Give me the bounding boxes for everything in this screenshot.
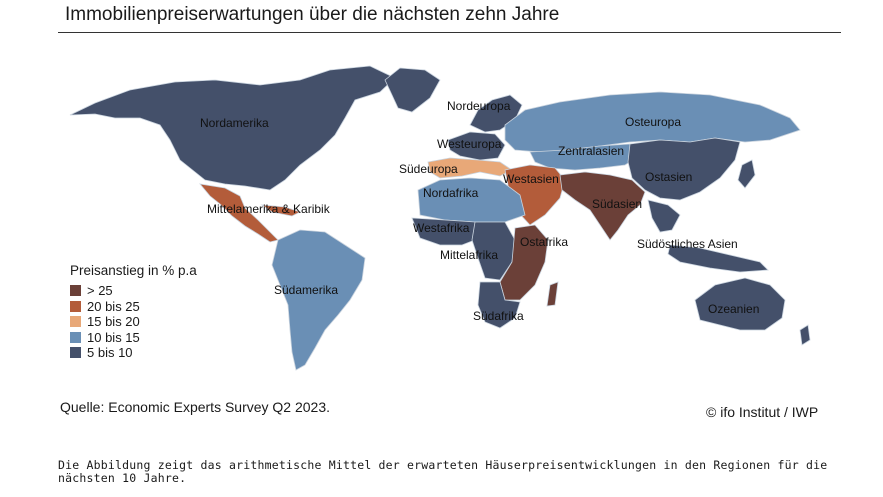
legend-item: 10 bis 15 bbox=[70, 330, 197, 346]
region-zentralasien bbox=[529, 143, 641, 171]
region-neuseeland bbox=[799, 324, 811, 346]
label-osteuropa: Osteuropa bbox=[625, 115, 681, 129]
region-suedafrika bbox=[477, 281, 521, 329]
legend-label: 5 bis 10 bbox=[87, 345, 133, 361]
label-ostafrika: Ostafrika bbox=[520, 235, 568, 249]
legend-swatch bbox=[70, 347, 81, 359]
legend-item: > 25 bbox=[70, 283, 197, 299]
legend-label: 15 bis 20 bbox=[87, 314, 140, 330]
label-nordeuropa: Nordeuropa bbox=[447, 99, 511, 113]
legend-label: > 25 bbox=[87, 283, 113, 299]
legend-swatch bbox=[70, 331, 81, 343]
region-ozeanien bbox=[694, 277, 786, 331]
legend-item: 5 bis 10 bbox=[70, 345, 197, 361]
legend-item: 20 bis 25 bbox=[70, 299, 197, 315]
label-nordamerika: Nordamerika bbox=[200, 116, 269, 130]
region-ostafrika bbox=[499, 224, 549, 301]
region-japan bbox=[737, 159, 756, 189]
label-zentralasien: Zentralasien bbox=[558, 144, 624, 158]
label-westeuropa: Westeuropa bbox=[437, 137, 502, 151]
source-note: Quelle: Economic Experts Survey Q2 2023. bbox=[60, 399, 331, 415]
label-suedamerika: Südamerika bbox=[274, 283, 338, 297]
legend-item: 15 bis 20 bbox=[70, 314, 197, 330]
region-greenland bbox=[384, 67, 441, 113]
legend-swatch bbox=[70, 316, 81, 328]
copyright-credit: © ifo Institut / IWP bbox=[706, 404, 819, 420]
label-suedeuropa: Südeuropa bbox=[399, 162, 458, 176]
region-suedamerika bbox=[271, 229, 366, 371]
region-suedeuropa bbox=[427, 157, 513, 179]
label-westasien: Westasien bbox=[503, 172, 559, 186]
label-nordafrika: Nordafrika bbox=[423, 186, 479, 200]
label-suedafrika: Südafrika bbox=[473, 309, 524, 323]
region-indonesien bbox=[667, 244, 769, 273]
label-westafrika: Westafrika bbox=[413, 221, 470, 235]
region-suedostasien bbox=[647, 199, 681, 233]
legend-label: 20 bis 25 bbox=[87, 298, 140, 314]
label-suedasien: Südasien bbox=[592, 197, 642, 211]
region-madagaskar bbox=[546, 281, 559, 307]
legend-swatch bbox=[70, 285, 81, 297]
region-suedasien bbox=[559, 171, 646, 241]
label-ozeanien: Ozeanien bbox=[708, 302, 759, 316]
legend-title: Preisanstieg in % p.a bbox=[70, 263, 197, 278]
region-mittelafrika bbox=[471, 221, 516, 281]
region-westafrika bbox=[411, 217, 481, 246]
legend-swatch bbox=[70, 300, 81, 312]
region-ostasien bbox=[627, 137, 741, 201]
label-mittelafrika: Mittelafrika bbox=[440, 248, 498, 262]
title-divider bbox=[58, 32, 841, 33]
legend-label: 10 bis 15 bbox=[87, 329, 140, 345]
caption: Die Abbildung zeigt das arithmetische Mi… bbox=[58, 458, 828, 485]
label-suedostasien: Südöstliches Asien bbox=[637, 237, 738, 251]
region-mittelamerika bbox=[199, 183, 279, 243]
label-ostasien: Ostasien bbox=[645, 170, 692, 184]
legend: Preisanstieg in % p.a > 25 20 bis 25 15 … bbox=[70, 263, 197, 361]
region-westeuropa bbox=[447, 131, 506, 161]
map-title: Immobilienpreiserwartungen über die näch… bbox=[65, 4, 560, 25]
region-nordafrika bbox=[417, 177, 526, 223]
region-karibik bbox=[260, 204, 302, 217]
label-mittelamerika: Mittelamerika & Karibik bbox=[207, 202, 331, 216]
region-nordamerika bbox=[69, 65, 396, 191]
